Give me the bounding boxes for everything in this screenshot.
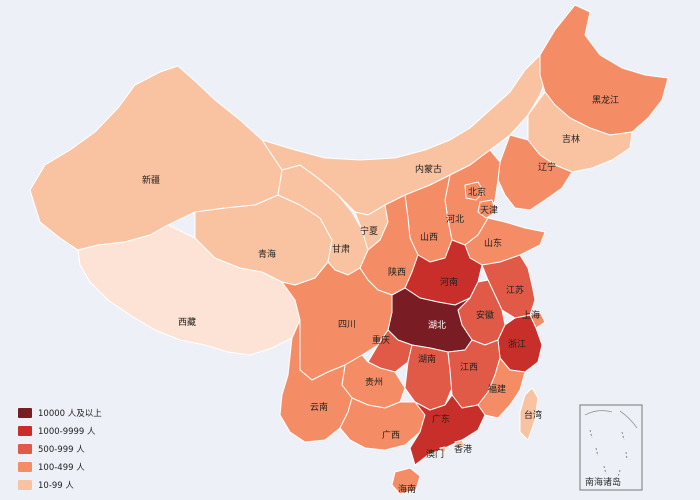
province-tianjin[interactable] (477, 199, 497, 219)
province-hainan[interactable] (391, 467, 421, 495)
legend-swatch (18, 462, 32, 472)
legend-item[interactable]: 10-99 人 (18, 476, 102, 494)
label-neimenggu: 内蒙古 (415, 163, 442, 175)
label-shandong: 山东 (484, 237, 502, 249)
label-jilin: 吉林 (562, 133, 580, 145)
province-beijing[interactable] (464, 181, 485, 201)
legend-swatch (18, 480, 32, 490)
label-beijing: 北京 (468, 186, 486, 198)
province-macau[interactable] (439, 446, 447, 453)
legend-label: 1000-9999 人 (38, 427, 96, 437)
label-liaoning: 辽宁 (538, 161, 556, 173)
label-hunan: 湖南 (418, 353, 436, 365)
label-sichuan: 四川 (338, 320, 356, 330)
legend-item[interactable]: 500-999 人 (18, 440, 102, 458)
legend-swatch (18, 444, 32, 454)
label-hebei: 河北 (446, 213, 464, 225)
label-guangxi: 广西 (382, 429, 400, 441)
legend-label: 10-99 人 (38, 481, 74, 491)
label-ningxia: 宁夏 (360, 225, 378, 237)
label-shanxi: 山西 (420, 232, 438, 243)
legend-item[interactable]: 1000-9999 人 (18, 422, 102, 440)
label-guangdong: 广东 (432, 413, 450, 425)
legend-label: 500-999 人 (38, 445, 85, 455)
legend-swatch (18, 408, 32, 418)
label-heilongjiang: 黑龙江 (592, 94, 619, 106)
label-jiangsu: 江苏 (506, 284, 524, 296)
label-zhejiang: 浙江 (508, 338, 526, 350)
label-shaanxi: 陕西 (388, 266, 406, 278)
province-taiwan[interactable] (519, 387, 539, 441)
label-yunnan: 云南 (310, 401, 328, 413)
label-macau: 澳门 (426, 448, 444, 460)
label-gansu: 甘肃 (332, 243, 350, 255)
province-hongkong[interactable] (454, 439, 466, 450)
label-henan: 河南 (440, 276, 458, 288)
legend-swatch (18, 426, 32, 436)
legend-label: 100-499 人 (38, 463, 85, 473)
label-chongqing: 重庆 (372, 334, 390, 346)
label-hainan: 海南 (398, 483, 416, 495)
label-tianjin: 天津 (480, 205, 498, 216)
province-guangdong[interactable] (409, 394, 486, 466)
label-xinjiang: 新疆 (142, 174, 160, 186)
label-hongkong: 香港 (454, 443, 472, 455)
province-guangxi[interactable] (339, 397, 426, 451)
label-hubei: 湖北 (428, 320, 446, 331)
legend-item[interactable]: 10000 人及以上 (18, 404, 102, 422)
south-china-sea-inset: 南海诸岛 (579, 404, 643, 491)
label-taiwan: 台湾 (524, 409, 542, 421)
inset-label: 南海诸岛 (585, 476, 621, 488)
label-shanghai: 上海 (522, 309, 540, 321)
label-qinghai: 青海 (258, 248, 276, 260)
legend: 10000 人及以上 1000-9999 人 500-999 人 100-499… (18, 404, 102, 494)
label-fujian: 福建 (488, 383, 506, 395)
label-jiangxi: 江西 (460, 362, 478, 373)
label-xizang: 西藏 (178, 316, 196, 328)
legend-label: 10000 人及以上 (38, 409, 102, 419)
legend-item[interactable]: 100-499 人 (18, 458, 102, 476)
label-anhui: 安徽 (476, 309, 494, 321)
label-guizhou: 贵州 (365, 376, 383, 388)
